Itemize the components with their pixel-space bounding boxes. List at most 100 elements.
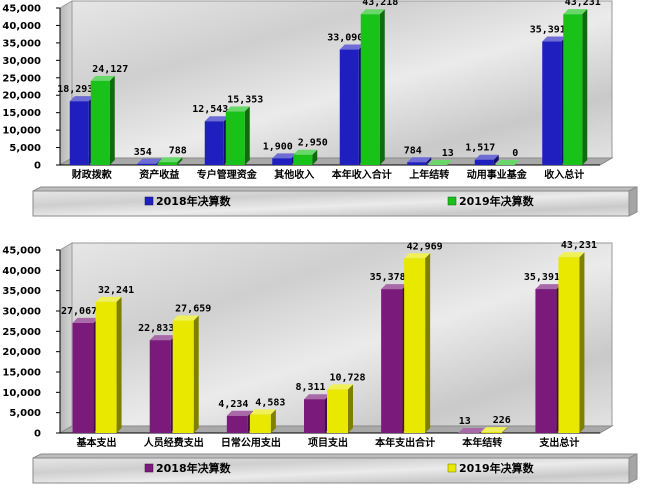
bar-top [458,427,485,433]
category-label: 本年结转 [462,436,502,449]
bar-front [293,154,313,165]
data-label: 784 [404,145,422,156]
bar-front [381,289,403,433]
legend-label: 2019年决算数 [459,194,535,208]
bar-top [172,315,199,321]
data-label: 2,950 [298,138,328,149]
bar-2019 [90,75,115,165]
bar-2019 [172,315,199,433]
y-tick-label: 40,000 [2,266,41,277]
y-tick-label: 15,000 [2,368,41,379]
y-tick-label: 15,000 [2,108,41,119]
bar-side [426,157,432,165]
bar-top [149,335,176,341]
category-label: 支出总计 [538,436,579,449]
bar-front [481,432,503,433]
bar-2019 [293,149,318,165]
y-tick-label: 20,000 [2,347,41,358]
y-tick-label: 35,000 [2,38,41,49]
data-label: 8,311 [295,382,325,393]
category-label: 日常公用支出 [221,436,281,449]
bar-top [204,116,229,122]
legend-side-edge [628,453,638,484]
bar-front [226,415,248,433]
bar-top [474,154,499,160]
data-label: 18,293 [57,84,93,95]
bar-top [563,9,588,15]
bar-2018 [474,154,499,165]
bar-top [327,384,353,390]
y-tick-label: 35,000 [2,286,41,297]
bar-front [304,399,325,433]
bar-front [69,101,89,165]
data-label: 24,127 [92,64,128,75]
category-label: 人员经费支出 [144,436,204,449]
category-label: 其他收入 [274,168,314,181]
data-label: 4,583 [255,397,285,408]
bar-front [95,301,117,433]
data-label: 15,353 [227,94,263,105]
expenditure-chart: 0 5,000 10,000 15,000 20,000 25,000 30,000 35,0… [2,240,638,484]
y-tick-label: 5,000 [9,408,41,419]
data-label: 35,391 [530,25,566,36]
bar-2019 [360,9,385,166]
bar-top [558,252,585,258]
bar-top [69,96,94,102]
y-tick-label: 25,000 [2,327,41,338]
bar-2018 [304,394,330,433]
bar-front [225,111,245,165]
bar-top [95,296,122,302]
bar-top [304,394,330,400]
bar-2019 [404,253,431,433]
bar-2019 [558,252,585,433]
bar-top [360,9,385,15]
data-label: 43,231 [561,240,597,251]
bar-top [404,253,431,259]
category-label: 动用事业基金 [467,168,528,181]
legend-label: 2019年决算数 [459,461,535,475]
legend-side-edge [628,186,638,217]
category-label: 本年支出合计 [375,436,435,449]
data-label: 32,241 [98,285,134,296]
bar-2018 [69,96,94,165]
y-tick-label: 0 [34,161,41,172]
y-tick-label: 0 [34,429,41,440]
data-label: 43,218 [362,0,398,8]
category-label: 上年结转 [409,168,449,181]
bar-top [137,158,162,164]
bar-front [72,322,94,433]
bar-top [293,149,318,155]
bar-2019 [249,409,276,433]
bar-side [447,159,453,165]
bar-side [479,427,485,433]
bar-2018 [535,284,562,433]
category-label: 专户管理资金 [197,168,258,181]
category-label: 本年收入合计 [332,168,392,181]
bar-side [270,409,276,433]
bar-top [225,106,250,112]
category-label: 项目支出 [308,436,348,449]
bar-front [558,257,580,433]
data-label: 4,234 [218,399,248,410]
data-label: 0 [512,148,518,159]
category-label: 基本支出 [76,436,117,449]
bar-front [407,162,427,165]
bar-side [177,157,183,165]
bar-top [226,410,253,416]
bar-2019 [495,160,520,165]
bar-2018 [458,427,485,433]
bar-top [407,157,432,163]
data-label: 1,900 [263,141,293,152]
bar-top [90,75,115,81]
y-tick-label: 30,000 [2,307,41,318]
data-label: 22,833 [138,323,174,334]
bar-2018 [226,410,253,433]
income-chart: 0 5,000 10,000 15,000 20,000 25,000 30,000 35,0… [2,0,638,217]
bar-2019 [225,106,250,165]
bar-2019 [95,296,122,433]
bar-front [563,14,583,165]
bar-top [381,284,408,290]
bar-top [535,284,562,290]
legend-swatch [447,463,457,473]
data-label: 43,231 [565,0,601,8]
